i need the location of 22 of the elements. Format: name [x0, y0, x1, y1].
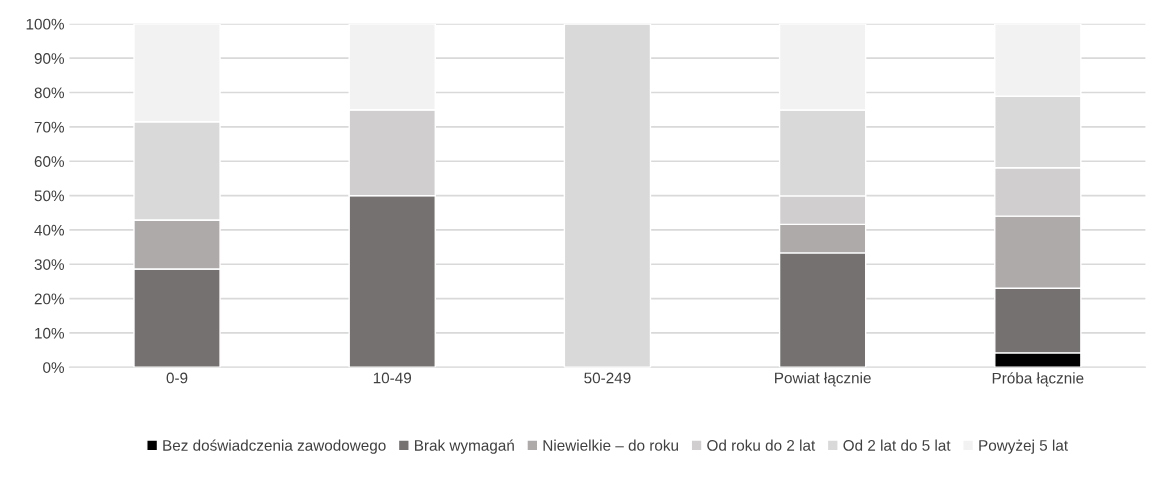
legend-label: Niewielkie – do roku	[543, 439, 678, 451]
y-tick-label: 60%	[34, 156, 65, 167]
legend-label: Od roku do 2 lat	[707, 439, 816, 451]
y-tick-label: 90%	[34, 53, 65, 64]
y-tick-label: 80%	[34, 87, 65, 99]
legend-label: Od 2 lat do 5 lat	[843, 439, 951, 451]
x-tick-label: Próba łącznie	[992, 372, 1084, 387]
y-tick-label: 0%	[43, 362, 65, 373]
legend-label: Bez doświadczenia zawodowego	[163, 439, 386, 454]
y-tick-label: 20%	[34, 293, 65, 305]
x-tick-label: 0-9	[166, 372, 188, 384]
y-tick-label: 70%	[34, 121, 65, 133]
y-tick-label: 50%	[34, 190, 65, 202]
x-tick-label: 10-49	[373, 372, 412, 384]
x-tick-label: 50-249	[584, 372, 631, 384]
legend-label: Powyżej 5 lat	[979, 439, 1068, 454]
y-tick-label: 30%	[34, 259, 65, 270]
y-tick-label: 100%	[26, 18, 65, 30]
y-tick-label: 40%	[34, 224, 65, 236]
legend-label: Brak wymagań	[415, 439, 514, 454]
x-tick-label: Powiat łącznie	[775, 372, 871, 387]
y-tick-label: 10%	[35, 327, 65, 339]
